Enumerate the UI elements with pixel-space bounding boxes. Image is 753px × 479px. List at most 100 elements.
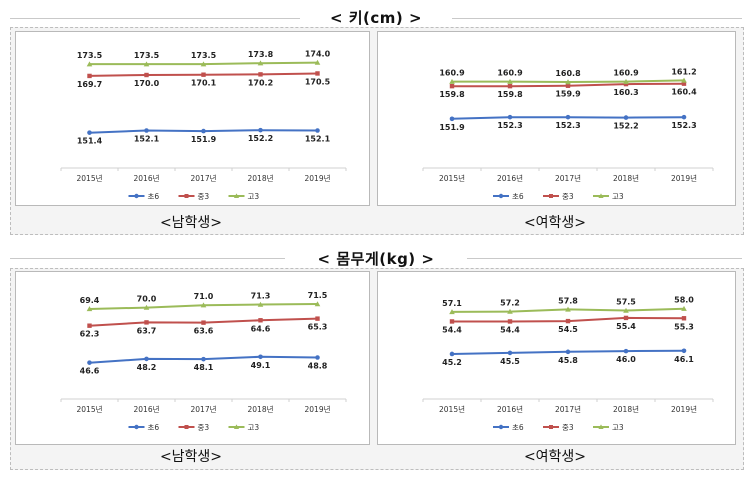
data-point <box>623 78 629 84</box>
caption-weight-female: <여학생> <box>523 449 587 465</box>
data-point <box>507 114 513 120</box>
data-point <box>623 81 629 87</box>
data-point <box>314 59 321 65</box>
data-point <box>507 83 513 89</box>
legend-marker <box>598 193 604 198</box>
legend-label: 초6 <box>512 423 524 432</box>
data-label: 48.2 <box>137 363 157 372</box>
legend-marker <box>498 424 504 430</box>
legend-label: 고3 <box>612 423 624 432</box>
data-label: 55.3 <box>674 322 694 331</box>
data-label: 45.5 <box>500 357 520 366</box>
data-point <box>143 304 150 310</box>
data-label: 48.1 <box>194 363 214 372</box>
data-point <box>258 318 263 323</box>
legend-marker <box>134 193 139 199</box>
x-tick-label: 2017년 <box>191 404 217 414</box>
data-point <box>144 128 149 133</box>
x-tick-label: 2018년 <box>613 404 639 414</box>
x-tick-label: 2016년 <box>497 404 523 414</box>
data-label: 55.4 <box>616 322 636 331</box>
data-point <box>565 83 571 88</box>
data-point <box>449 116 455 122</box>
data-point <box>681 114 687 120</box>
data-point <box>201 72 206 77</box>
data-point <box>449 78 455 84</box>
data-label: 70.0 <box>137 295 157 304</box>
data-label: 57.8 <box>558 296 578 305</box>
data-point <box>623 115 629 120</box>
data-point <box>258 354 263 360</box>
data-point <box>258 127 263 133</box>
data-label: 54.5 <box>558 325 578 334</box>
data-point <box>86 61 93 67</box>
x-tick-label: 2017년 <box>555 173 581 183</box>
data-label: 69.4 <box>80 296 100 305</box>
data-label: 45.8 <box>558 356 578 365</box>
legend-marker <box>549 425 553 429</box>
height-female-chart: 2015년 2016년 2017년 2018년 2019년 151.9 152.3 152.3… <box>377 31 736 206</box>
data-label: 160.9 <box>439 69 465 78</box>
data-point <box>681 348 687 354</box>
x-tick-label: 2019년 <box>305 173 331 183</box>
weight-female-chart: 2015년 2016년 2017년 2018년 2019년 45.2 45.5 45.8 46.… <box>377 271 736 445</box>
data-point <box>200 302 207 308</box>
legend-marker <box>233 424 240 429</box>
caption-height-male: <남학생> <box>159 215 223 231</box>
data-point <box>449 309 455 315</box>
data-label: 161.2 <box>671 67 696 76</box>
data-label: 46.1 <box>674 355 694 364</box>
x-tick-label: 2017년 <box>191 173 217 183</box>
data-label: 151.9 <box>191 135 217 144</box>
data-point <box>201 356 206 362</box>
legend-label: 고3 <box>248 423 260 432</box>
data-point <box>200 61 207 67</box>
data-point <box>449 83 455 89</box>
data-point <box>257 60 264 66</box>
data-label: 46.6 <box>80 367 100 376</box>
data-point <box>258 72 263 77</box>
data-label: 45.2 <box>442 358 462 367</box>
data-label: 65.3 <box>308 323 328 332</box>
x-tick-label: 2019년 <box>305 404 331 414</box>
legend-label: 중3 <box>198 192 210 201</box>
data-label: 170.2 <box>248 78 273 87</box>
data-point <box>87 323 92 328</box>
data-label: 173.5 <box>77 51 103 60</box>
data-point <box>144 320 149 325</box>
data-label: 151.4 <box>77 137 103 146</box>
data-point <box>201 320 206 325</box>
data-point <box>681 77 687 83</box>
data-point <box>507 350 513 356</box>
data-label: 152.3 <box>671 121 696 130</box>
data-label: 152.1 <box>134 134 160 143</box>
data-point <box>201 128 206 134</box>
data-point <box>257 301 264 307</box>
data-point <box>507 78 513 84</box>
x-tick-label: 2015년 <box>439 173 465 183</box>
legend-marker <box>598 424 604 429</box>
section-title-weight: < 몸무게(kg) > <box>285 248 467 269</box>
data-label: 160.3 <box>613 88 638 97</box>
data-label: 152.3 <box>555 121 580 130</box>
data-point <box>565 79 571 85</box>
data-label: 173.5 <box>191 51 217 60</box>
data-label: 174.0 <box>305 50 331 59</box>
data-label: 170.0 <box>134 79 160 88</box>
legend-label: 초6 <box>148 423 160 432</box>
caption-height-female: <여학생> <box>523 215 587 231</box>
data-label: 57.1 <box>442 299 462 308</box>
data-point <box>565 114 571 120</box>
x-tick-label: 2016년 <box>134 404 160 414</box>
data-point <box>623 315 629 321</box>
data-label: 170.5 <box>305 77 331 86</box>
legend-marker <box>184 194 189 198</box>
data-label: 62.3 <box>80 330 100 339</box>
data-point <box>314 301 321 307</box>
legend-label: 초6 <box>148 192 160 201</box>
data-label: 48.8 <box>308 361 328 370</box>
legend-label: 고3 <box>248 192 260 201</box>
data-label: 63.7 <box>137 326 157 335</box>
data-point <box>681 316 687 321</box>
legend-marker <box>233 193 240 198</box>
